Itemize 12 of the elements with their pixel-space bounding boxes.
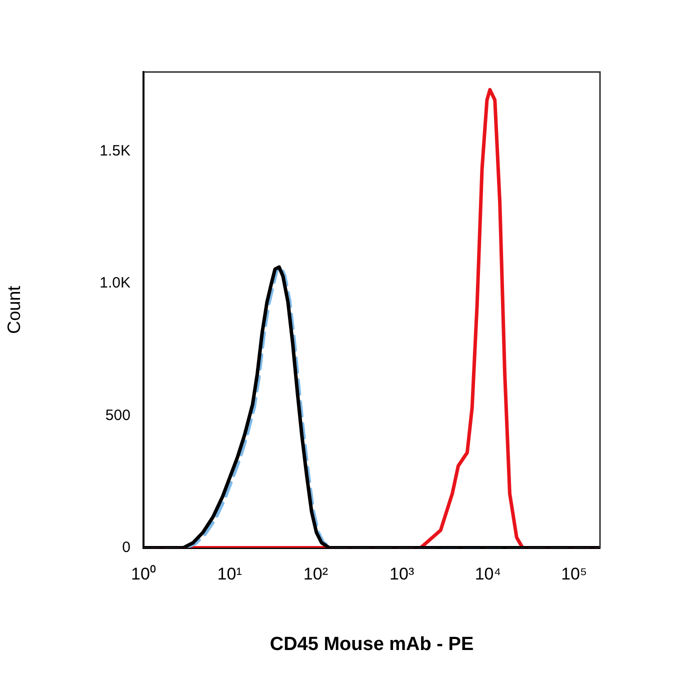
x-tick-label: 10¹ [217,564,242,584]
y-tick-label: 500 [105,406,130,424]
y-tick-label: 1.0K [100,274,130,292]
x-tick-label: 10² [303,564,328,584]
y-tick-label: 0 [122,538,130,556]
x-tick-label: 10³ [390,564,414,584]
y-axis-title: Count [4,286,24,334]
y-tick-label: 1.5K [100,142,130,160]
x-tick-label: 10⁰ [130,564,156,584]
x-tick-label: 10⁴ [474,564,502,584]
x-axis-title: CD45 Mouse mAb - PE [270,634,474,655]
x-tick-label: 10⁵ [561,564,588,584]
